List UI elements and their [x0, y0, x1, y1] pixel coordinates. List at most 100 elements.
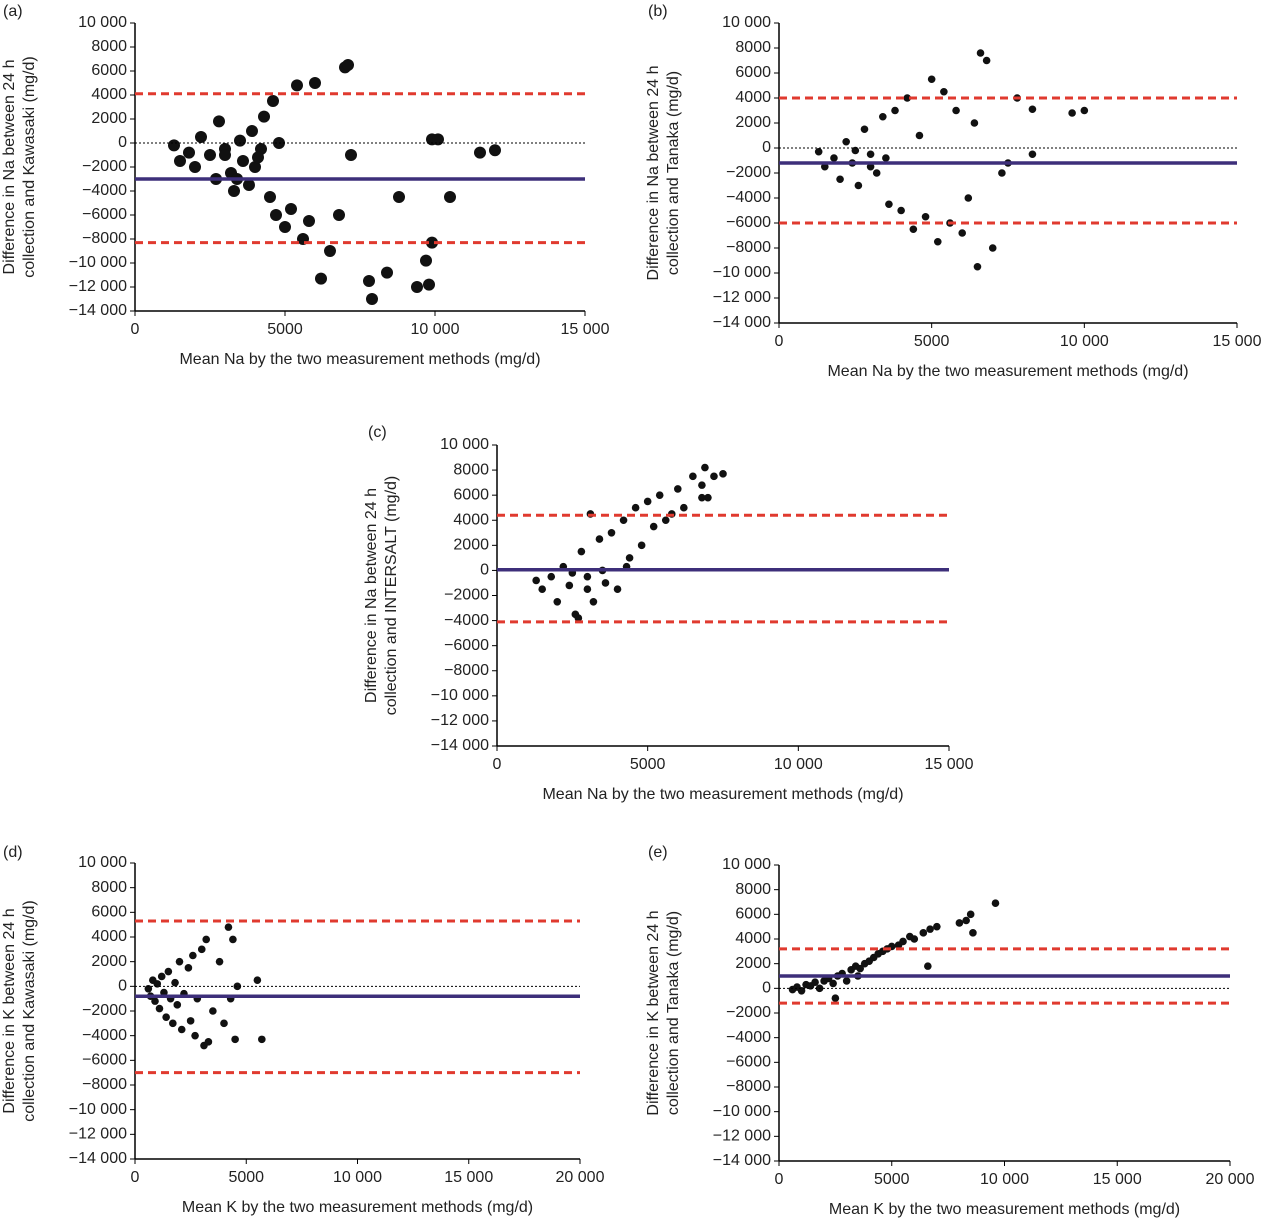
x-tick-label: 20 000 [556, 1169, 605, 1186]
y-tick-label: −12 000 [69, 278, 127, 295]
point [674, 485, 682, 493]
point [209, 1007, 217, 1015]
point [885, 200, 893, 209]
point [595, 535, 604, 543]
point [420, 254, 432, 267]
y-tick-label: 6000 [91, 904, 127, 921]
x-tick-label: 5000 [914, 333, 950, 350]
y-tick-label: 8000 [91, 879, 127, 896]
point [854, 181, 863, 190]
y-tick-label: −8000 [444, 662, 489, 679]
point [860, 125, 869, 134]
point [197, 945, 206, 954]
x-axis-label: Mean Na by the two measurement methods (… [827, 363, 1188, 380]
point [680, 503, 688, 512]
point [649, 522, 658, 531]
point [973, 262, 982, 271]
x-tick-label: 0 [131, 1169, 140, 1186]
y-tick-label: 0 [762, 139, 771, 156]
point [155, 1004, 164, 1013]
y-tick-label: 0 [118, 978, 127, 995]
point [851, 146, 860, 155]
point [246, 125, 258, 137]
panel-label: (b) [648, 3, 668, 20]
point [955, 919, 964, 927]
y-tick-label: −8000 [726, 239, 771, 256]
point [264, 191, 276, 203]
y-tick-label: 8000 [91, 38, 127, 55]
point [315, 272, 327, 285]
x-tick-label: 0 [493, 756, 502, 773]
x-tick-label: 15 000 [444, 1169, 493, 1186]
point [719, 470, 727, 478]
point [532, 576, 540, 585]
y-tick-label: 6000 [735, 906, 771, 923]
point [829, 979, 837, 988]
y-tick-label: 8000 [735, 39, 771, 56]
y-tick-label: −10 000 [69, 1101, 127, 1118]
point [291, 79, 303, 92]
y-tick-label: −4000 [82, 182, 127, 199]
y-tick-label: −2000 [444, 587, 489, 604]
panel: (c) 10 000 8000 6000 4000 2000 0 −2000 −4000 −600… [363, 424, 973, 803]
point [1068, 109, 1076, 117]
point [474, 146, 486, 159]
y-tick-label: 2000 [91, 110, 127, 127]
x-tick-label: 5000 [630, 756, 666, 773]
point [933, 922, 941, 931]
x-tick-label: 20 000 [1206, 1171, 1255, 1188]
point [267, 95, 279, 107]
point [976, 49, 985, 57]
point [910, 935, 919, 943]
y-axis-label: collection and Tanaka (mg/d) [665, 71, 682, 275]
y-tick-label: 8000 [453, 461, 489, 478]
point [186, 1017, 195, 1025]
y-tick-label: 10 000 [78, 854, 127, 871]
point [157, 972, 166, 981]
panel-label: (e) [648, 844, 668, 861]
point [601, 579, 610, 587]
y-tick-label: −12 000 [713, 1128, 771, 1145]
point [270, 209, 282, 221]
x-tick-label: 15 000 [1093, 1171, 1142, 1188]
x-tick-label: 15 000 [925, 756, 974, 773]
panel-label: (a) [3, 3, 23, 20]
point [174, 155, 186, 167]
point [831, 994, 840, 1002]
y-tick-label: −6000 [726, 1054, 771, 1071]
point [583, 572, 592, 581]
point [160, 988, 168, 997]
point [924, 962, 932, 970]
point [381, 266, 393, 279]
y-tick-label: −12 000 [69, 1126, 127, 1143]
point [233, 982, 242, 991]
point [897, 206, 905, 215]
x-axis-label: Mean Na by the two measurement methods (… [179, 351, 540, 368]
point [856, 964, 864, 973]
point [183, 146, 195, 159]
point [279, 221, 291, 233]
point [258, 110, 270, 123]
y-tick-label: 4000 [91, 86, 127, 103]
point [444, 191, 456, 203]
point [333, 209, 345, 221]
y-axis-label: Difference in Na between 24 h [363, 488, 380, 703]
y-tick-label: −6000 [444, 637, 489, 654]
point [489, 144, 501, 157]
point [970, 119, 979, 127]
point [866, 162, 875, 171]
point [553, 597, 562, 606]
y-tick-label: 0 [762, 980, 771, 997]
panel-label: (d) [3, 844, 23, 861]
point [701, 463, 709, 472]
x-axis-label: Mean K by the two measurement methods (m… [829, 1201, 1180, 1218]
point [547, 572, 556, 581]
y-tick-label: 10 000 [722, 14, 771, 31]
y-tick-label: −4000 [82, 1027, 127, 1044]
y-tick-label: 2000 [735, 955, 771, 972]
y-tick-label: −14 000 [713, 314, 771, 331]
point [144, 985, 153, 993]
y-tick-label: −14 000 [713, 1152, 771, 1169]
point [619, 516, 628, 525]
